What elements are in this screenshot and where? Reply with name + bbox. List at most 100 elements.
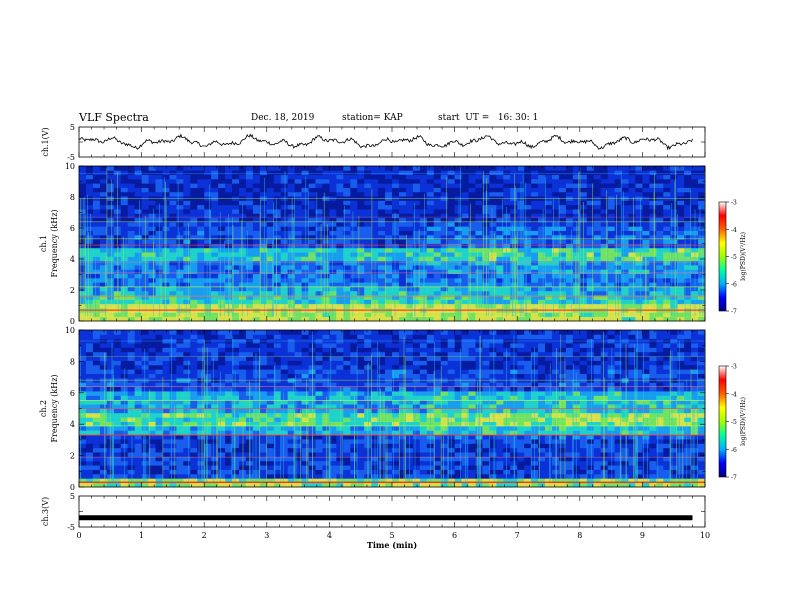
spectrogram-cell	[440, 439, 449, 444]
spectrogram-cell	[218, 166, 226, 171]
spectrogram-cell	[357, 170, 365, 176]
spectrogram-cell	[586, 213, 595, 219]
spectrogram-cell	[357, 260, 365, 266]
spectrogram-cell	[621, 303, 629, 309]
spectrogram-cell	[572, 226, 581, 231]
spectrogram-cell	[106, 286, 115, 292]
spectrogram-cell	[551, 277, 560, 283]
spectrogram-cell	[392, 260, 400, 266]
spectrogram-cell	[169, 243, 177, 249]
spectrogram-cell	[371, 234, 379, 240]
spectrogram-cell	[635, 178, 643, 184]
spectrogram-cell	[607, 447, 615, 453]
spectrogram-cell	[336, 469, 344, 475]
spectrogram-cell	[579, 316, 588, 322]
spectrogram-cell	[183, 295, 191, 300]
spectrogram-cell	[225, 191, 233, 197]
spectrogram-cell	[204, 265, 212, 270]
spectrogram-cell	[426, 209, 435, 214]
spectrogram-cell	[531, 256, 539, 262]
spectrogram-cell	[642, 170, 650, 176]
spectrogram-cell	[621, 277, 629, 283]
spectrogram-cell	[378, 452, 386, 457]
spectrogram-cell	[155, 421, 163, 427]
spectrogram-cell	[106, 273, 115, 279]
spectrogram-cell	[663, 295, 671, 300]
spectrogram-cell	[496, 421, 504, 427]
spectrogram-cell	[162, 239, 170, 244]
spectrogram-cell	[538, 482, 546, 488]
spectrogram-cell	[329, 447, 337, 453]
spectrogram-cell	[447, 239, 455, 244]
spectrogram-cell	[245, 286, 254, 292]
spectrogram-cell	[155, 430, 163, 436]
spectrogram-cell	[134, 256, 142, 262]
spectrogram-cell	[593, 439, 602, 444]
spectrogram-cell	[635, 221, 643, 227]
spectrogram-cell	[79, 166, 87, 171]
spectrogram-cell	[496, 187, 504, 193]
spectrogram-cell	[218, 221, 226, 227]
spectrogram-cell	[419, 166, 428, 171]
spectrogram-cell	[280, 434, 289, 440]
spectrogram-cell	[232, 295, 240, 300]
spectrogram-cell	[232, 277, 240, 283]
spectrogram-cell	[510, 260, 518, 266]
spectrogram-cell	[475, 230, 483, 236]
spectrogram-cell	[621, 265, 629, 270]
spectrogram-cell	[287, 430, 296, 436]
spectrogram-cell	[99, 221, 108, 227]
spectrogram-cell	[531, 460, 539, 466]
spectrogram-cell	[496, 174, 504, 180]
spectrogram-cell	[294, 217, 302, 223]
spectrogram-cell	[496, 239, 504, 244]
spectrogram-cell	[280, 282, 289, 287]
spectrogram-cell	[398, 456, 407, 462]
spectrogram-cell	[468, 312, 476, 318]
spectrogram-cell	[524, 282, 532, 287]
spectrogram-cell	[433, 482, 442, 488]
spectrogram-cell	[496, 191, 504, 197]
spectrogram-cell	[211, 166, 219, 171]
spectrogram-cell	[405, 252, 414, 257]
spectrogram-cell	[447, 204, 455, 210]
spectrogram-cell	[190, 303, 198, 309]
spectrogram-cell	[593, 425, 602, 431]
spectrogram-cell	[691, 178, 699, 184]
spectrogram-cell	[677, 460, 685, 466]
spectrogram-cell	[113, 482, 122, 488]
spectrogram-cell	[385, 187, 393, 193]
spectrogram-cell	[301, 166, 309, 171]
spectrogram-cell	[565, 421, 574, 427]
spectrogram-cell	[579, 439, 588, 444]
spectrogram-cell	[621, 209, 629, 214]
spectrogram-cell	[252, 312, 261, 318]
spectrogram-cell	[698, 234, 706, 240]
y-axis-label: Frequency (kHz)	[50, 209, 59, 277]
spectrogram-cell	[343, 269, 351, 275]
spectrogram-cell	[343, 265, 351, 270]
spectrogram-cell	[294, 452, 302, 457]
spectrogram-cell	[691, 187, 699, 193]
spectrogram-cell	[489, 269, 497, 275]
spectrogram-cell	[336, 213, 344, 219]
spectrogram-cell	[600, 234, 609, 240]
spectrogram-cell	[218, 290, 226, 296]
spectrogram-cell	[99, 239, 108, 244]
spectrogram-cell	[600, 473, 609, 479]
spectrogram-cell	[294, 478, 302, 484]
spectrogram-cell	[586, 443, 595, 449]
spectrogram-cell	[572, 303, 581, 309]
spectrogram-cell	[461, 282, 469, 287]
spectrogram-cell	[663, 247, 671, 253]
spectrogram-cell	[238, 226, 247, 231]
spectrogram-cell	[280, 277, 289, 283]
spectrogram-cell	[635, 295, 643, 300]
spectrogram-cell	[301, 256, 309, 262]
spectrogram-cell	[593, 478, 602, 484]
spectrogram-cell	[315, 465, 323, 470]
spectrogram-cell	[586, 299, 595, 305]
spectrogram-cell	[127, 430, 136, 436]
spectrogram-cell	[426, 226, 435, 231]
spectrogram-cell	[148, 213, 156, 219]
